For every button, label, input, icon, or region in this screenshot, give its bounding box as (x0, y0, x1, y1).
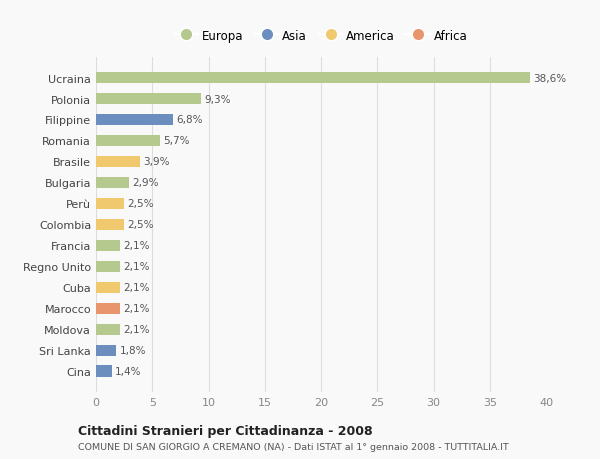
Bar (96, 345, 116, 356)
Bar (96, 219, 124, 231)
Text: COMUNE DI SAN GIORGIO A CREMANO (NA) - Dati ISTAT al 1° gennaio 2008 - TUTTITALI: COMUNE DI SAN GIORGIO A CREMANO (NA) - D… (78, 442, 509, 451)
Text: 2,5%: 2,5% (128, 199, 154, 209)
Bar (96, 114, 173, 126)
Text: 38,6%: 38,6% (533, 73, 567, 84)
Text: 2,1%: 2,1% (123, 262, 149, 272)
Text: 2,1%: 2,1% (123, 241, 149, 251)
Bar (96, 177, 128, 189)
Text: 2,1%: 2,1% (123, 283, 149, 293)
Bar (96, 366, 112, 377)
Text: 2,5%: 2,5% (128, 220, 154, 230)
Text: 2,1%: 2,1% (123, 304, 149, 313)
Text: 5,7%: 5,7% (163, 136, 190, 146)
Text: 9,3%: 9,3% (204, 94, 230, 104)
Text: 2,1%: 2,1% (123, 325, 149, 335)
Text: 6,8%: 6,8% (176, 115, 202, 125)
Bar (96, 240, 119, 252)
Text: Cittadini Stranieri per Cittadinanza - 2008: Cittadini Stranieri per Cittadinanza - 2… (78, 425, 373, 437)
Legend: Europa, Asia, America, Africa: Europa, Asia, America, Africa (170, 25, 472, 47)
Bar (96, 198, 124, 210)
Bar (96, 157, 140, 168)
Bar (96, 135, 160, 147)
Bar (96, 261, 119, 273)
Bar (96, 94, 200, 105)
Bar (96, 303, 119, 314)
Text: 1,4%: 1,4% (115, 366, 142, 376)
Bar (96, 324, 119, 336)
Text: 3,9%: 3,9% (143, 157, 170, 167)
Bar (96, 282, 119, 293)
Bar (96, 73, 530, 84)
Text: 2,9%: 2,9% (132, 178, 158, 188)
Text: 1,8%: 1,8% (119, 346, 146, 356)
